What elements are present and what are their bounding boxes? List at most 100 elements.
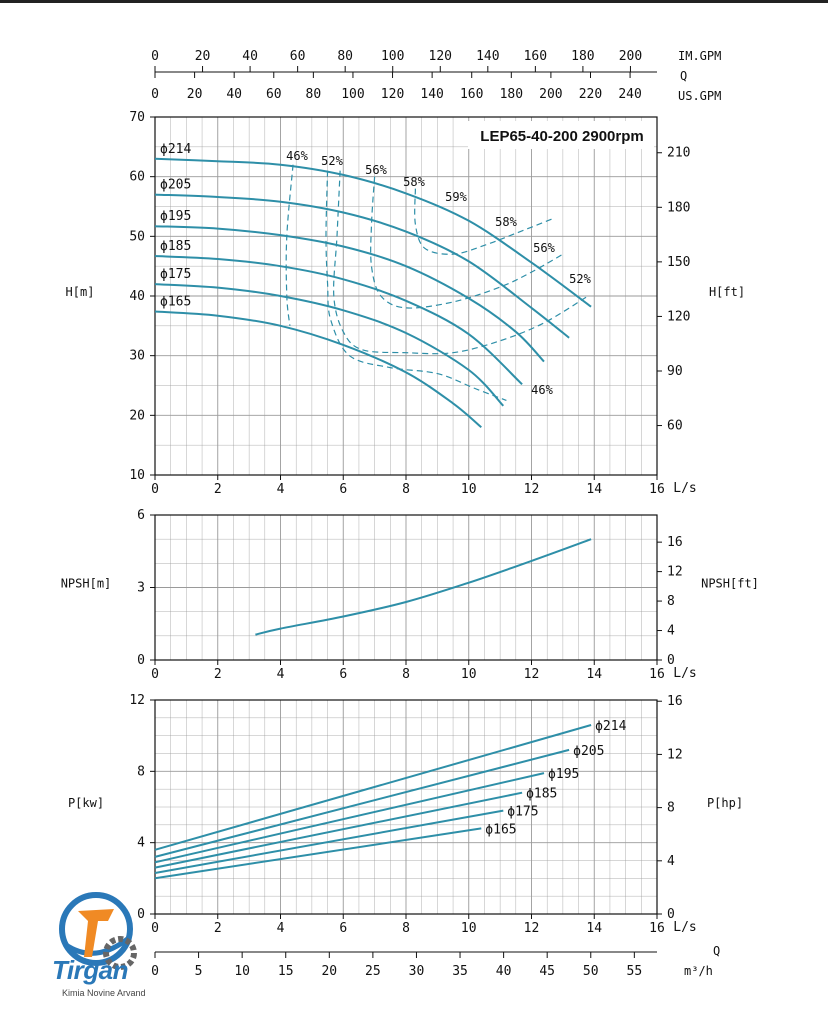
top-border — [0, 0, 828, 3]
head-ytick-label: 30 — [129, 349, 145, 364]
m3h-tick-label: 40 — [496, 964, 512, 979]
head-ylabel-right: H[ft] — [709, 285, 745, 299]
head-ytick-right-label: 210 — [667, 146, 690, 161]
efficiency-curve-2 — [370, 176, 564, 309]
head-xlabel: L/s — [673, 481, 696, 496]
npsh-xtick-label: 14 — [586, 667, 602, 682]
npsh-curve-0 — [255, 538, 592, 636]
head-curve-2 — [154, 225, 545, 363]
power-ytick-label: 12 — [129, 693, 145, 708]
efficiency-curve-4 — [333, 170, 589, 355]
power-ytick-label: 0 — [137, 907, 145, 922]
head-ytick-label: 70 — [129, 110, 145, 125]
m3h-tick-label: 35 — [452, 964, 468, 979]
q-label-bottom: Q — [713, 944, 720, 958]
im-gpm-tick-label: 120 — [429, 49, 452, 64]
power-curve-label-3: ϕ185 — [526, 787, 557, 802]
us-gpm-tick-label: 0 — [151, 87, 159, 102]
head-xtick-label: 14 — [586, 482, 602, 497]
npsh-xtick-label: 2 — [214, 667, 222, 682]
m3h-tick-label: 55 — [627, 964, 643, 979]
head-ytick-right-label: 180 — [667, 200, 690, 215]
head-curve-label-1: ϕ205 — [160, 178, 191, 193]
npsh-ytick-right-label: 4 — [667, 624, 675, 639]
im-gpm-label: IM.GPM — [678, 49, 721, 63]
npsh-xlabel: L/s — [673, 666, 696, 681]
us-gpm-tick-label: 40 — [226, 87, 242, 102]
head-ylabel-left: H[m] — [66, 285, 95, 299]
m3h-tick-label: 25 — [365, 964, 381, 979]
npsh-xtick-label: 8 — [402, 667, 410, 682]
top-flow-axes: 0 20 40 60 80 100 120 140 160 180 200 0 20 40 60 80 100 1… — [151, 49, 721, 103]
efficiency-label-5: 58% — [495, 215, 517, 229]
power-curve-5 — [154, 827, 482, 880]
head-curve-label-5: ϕ165 — [160, 295, 191, 310]
power-xtick-label: 0 — [151, 921, 159, 936]
power-curve-4 — [154, 809, 504, 874]
efficiency-label-2: 56% — [365, 163, 387, 177]
power-ylabel-right: P[hp] — [707, 796, 743, 810]
head-xtick-label: 2 — [214, 482, 222, 497]
us-gpm-tick-label: 180 — [500, 87, 523, 102]
im-gpm-tick-label: 100 — [381, 49, 404, 64]
npsh-ylabel-right: NPSH[ft] — [701, 577, 759, 591]
us-gpm-tick-label: 140 — [420, 87, 443, 102]
power-ylabel-left: P[kw] — [68, 796, 104, 810]
head-xtick-label: 0 — [151, 482, 159, 497]
efficiency-label-3: 58% — [403, 175, 425, 189]
us-gpm-tick-label: 160 — [460, 87, 483, 102]
power-ytick-right-label: 16 — [667, 694, 683, 709]
efficiency-curve-1 — [325, 170, 507, 401]
power-curve-0 — [154, 724, 592, 851]
us-gpm-tick-label: 60 — [266, 87, 282, 102]
npsh-xtick-label: 6 — [339, 667, 347, 682]
im-gpm-tick-label: 0 — [151, 49, 159, 64]
npsh-ytick-right-label: 12 — [667, 565, 683, 580]
power-ytick-right-label: 12 — [667, 747, 683, 762]
npsh-ylabel-left: NPSH[m] — [61, 577, 112, 591]
efficiency-label-8: 46% — [531, 383, 553, 397]
head-curve-3 — [154, 255, 523, 386]
m3h-tick-label: 15 — [278, 964, 294, 979]
npsh-xtick-label: 10 — [461, 667, 477, 682]
power-curve-label-2: ϕ195 — [548, 767, 579, 782]
power-curve-label-1: ϕ205 — [573, 744, 604, 759]
m3h-tick-label: 50 — [583, 964, 599, 979]
efficiency-label-1: 52% — [321, 154, 343, 168]
efficiency-curve-3 — [414, 188, 554, 255]
power-xtick-label: 14 — [586, 921, 602, 936]
im-gpm-tick-label: 200 — [619, 49, 642, 64]
us-gpm-label: US.GPM — [678, 89, 721, 103]
us-gpm-tick-label: 20 — [187, 87, 203, 102]
brand-name: Tirgan — [52, 955, 128, 985]
head-ytick-label: 50 — [129, 229, 145, 244]
head-ytick-right-label: 150 — [667, 255, 690, 270]
us-gpm-tick-label: 240 — [618, 87, 641, 102]
power-ytick-right-label: 4 — [667, 854, 675, 869]
head-xtick-label: 10 — [461, 482, 477, 497]
im-gpm-tick-label: 180 — [571, 49, 594, 64]
npsh-xtick-label: 16 — [649, 667, 665, 682]
head-ytick-label: 40 — [129, 289, 145, 304]
power-xtick-label: 6 — [339, 921, 347, 936]
power-curve-2 — [154, 772, 545, 864]
head-xtick-label: 12 — [524, 482, 540, 497]
power-curve-label-0: ϕ214 — [595, 719, 626, 734]
head-xtick-label: 8 — [402, 482, 410, 497]
head-curve-4 — [154, 283, 505, 407]
m3h-label: m³/h — [684, 964, 713, 978]
tirgan-logo-icon — [59, 892, 137, 970]
head-curve-label-4: ϕ175 — [160, 267, 191, 282]
efficiency-label-0: 46% — [286, 149, 308, 163]
us-gpm-tick-label: 220 — [579, 87, 602, 102]
im-gpm-tick-label: 40 — [242, 49, 258, 64]
q-label-top: Q — [680, 69, 687, 83]
power-xlabel: L/s — [673, 920, 696, 935]
head-curve-label-3: ϕ185 — [160, 239, 191, 254]
us-gpm-tick-label: 200 — [539, 87, 562, 102]
head-ytick-right-label: 90 — [667, 364, 683, 379]
im-gpm-tick-label: 60 — [290, 49, 306, 64]
head-ytick-label: 60 — [129, 170, 145, 185]
power-xtick-label: 2 — [214, 921, 222, 936]
